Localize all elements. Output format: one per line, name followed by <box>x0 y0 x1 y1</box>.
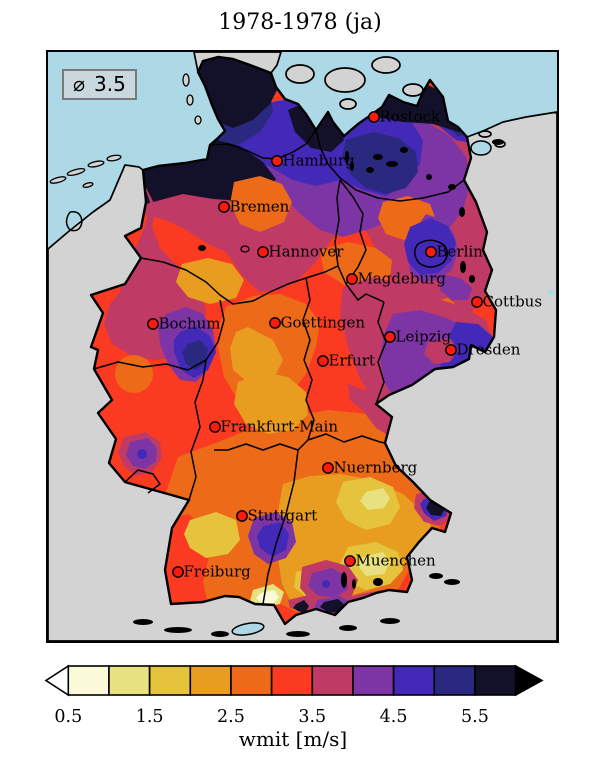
city-marker-hamburg: Hamburg <box>271 152 356 170</box>
city-dot-icon <box>257 246 269 258</box>
map-panel: Rostock Hamburg Bremen Hannover Berlin Magdeb… <box>46 50 559 643</box>
city-markers: Rostock Hamburg Bremen Hannover Berlin Magdeb… <box>147 108 543 581</box>
city-label: Hamburg <box>283 152 356 170</box>
germany-border <box>89 55 498 626</box>
city-marker-rostock: Rostock <box>368 108 441 126</box>
city-dot-icon <box>269 317 281 329</box>
city-dot-icon <box>384 331 396 343</box>
city-marker-freiburg: Freiburg <box>172 563 252 581</box>
colorbar-segment <box>108 665 151 696</box>
city-marker-cottbus: Cottbus <box>471 293 543 311</box>
city-label: Bremen <box>230 198 290 216</box>
colorbar-over-arrow <box>514 664 544 697</box>
city-dot-icon <box>322 462 334 474</box>
colorbar-segment <box>230 665 273 696</box>
city-label: Erfurt <box>329 352 376 370</box>
city-dot-icon <box>209 421 221 433</box>
colorbar-tick-label: 4.5 <box>380 707 408 727</box>
city-marker-magdeburg: Magdeburg <box>346 270 447 288</box>
germany-wind-contour-map: Rostock Hamburg Bremen Hannover Berlin Magdeb… <box>48 52 557 641</box>
city-label: Leipzig <box>396 328 452 346</box>
city-dot-icon <box>445 344 457 356</box>
city-label: Magdeburg <box>358 270 447 288</box>
city-marker-dresden: Dresden <box>445 341 521 359</box>
city-dot-icon <box>271 155 283 167</box>
colorbar-segment <box>433 665 476 696</box>
city-label: Nuernberg <box>334 459 418 477</box>
state-borders <box>93 129 465 605</box>
city-marker-berlin: Berlin <box>425 243 484 261</box>
city-dot-icon <box>344 555 356 567</box>
city-dot-icon <box>425 246 437 258</box>
colorbar-tick-label: 3.5 <box>298 707 326 727</box>
lakes-and-specks <box>65 139 554 637</box>
city-marker-stuttgart: Stuttgart <box>236 507 318 525</box>
city-marker-nuernberg: Nuernberg <box>322 459 418 477</box>
colorbar-segment <box>148 665 192 696</box>
colorbar-segment <box>392 665 436 696</box>
city-marker-bremen: Bremen <box>218 198 290 216</box>
city-label: Bochum <box>159 315 221 333</box>
city-dot-icon <box>368 111 380 123</box>
city-marker-leipzig: Leipzig <box>384 328 452 346</box>
city-dot-icon <box>471 296 483 308</box>
city-label: Dresden <box>457 341 521 359</box>
city-dot-icon <box>218 201 230 213</box>
city-label: Freiburg <box>184 563 252 581</box>
city-dot-icon <box>236 510 248 522</box>
colorbar-segment <box>67 665 110 696</box>
mean-value-box: ⌀ 3.5 <box>62 69 137 100</box>
city-dot-icon <box>317 355 329 367</box>
colorbar-tick-label: 0.5 <box>54 707 82 727</box>
city-label: Rostock <box>380 108 441 126</box>
city-label: Frankfurt-Main <box>221 418 339 436</box>
city-marker-hannover: Hannover <box>257 243 345 261</box>
colorbar: 0.5 1.5 2.5 3.5 4.5 5.5 <box>44 664 544 727</box>
mean-value: 3.5 <box>94 72 126 96</box>
city-marker-erfurt: Erfurt <box>317 352 376 370</box>
city-label: Hannover <box>269 243 345 261</box>
city-marker-goettingen: Goettingen <box>269 314 366 332</box>
city-label: Goettingen <box>281 314 366 332</box>
city-label: Berlin <box>437 243 484 261</box>
city-label: Muenchen <box>356 552 436 570</box>
colorbar-under-arrow <box>44 664 70 697</box>
city-dot-icon <box>172 566 184 578</box>
mean-diameter-icon: ⌀ <box>73 72 86 96</box>
colorbar-segment <box>311 665 354 696</box>
city-label: Cottbus <box>483 293 543 311</box>
city-marker-frankfurt-main: Frankfurt-Main <box>209 418 339 436</box>
frisian-islands <box>49 73 202 188</box>
colorbar-segment <box>270 665 314 696</box>
city-marker-muenchen: Muenchen <box>344 552 436 570</box>
city-label: Stuttgart <box>248 507 318 525</box>
colorbar-segment <box>189 665 232 696</box>
colorbar-label: wmit [m/s] <box>238 727 348 751</box>
page-title: 1978-1978 (ja) <box>218 10 382 35</box>
colorbar-tick-label: 5.5 <box>461 707 489 727</box>
colorbar-segment <box>474 665 517 696</box>
city-dot-icon <box>346 273 358 285</box>
colorbar-segment <box>352 665 395 696</box>
colorbar-tick-label: 2.5 <box>217 707 245 727</box>
city-dot-icon <box>147 318 159 330</box>
city-marker-bochum: Bochum <box>147 315 221 333</box>
colorbar-tick-label: 1.5 <box>136 707 164 727</box>
